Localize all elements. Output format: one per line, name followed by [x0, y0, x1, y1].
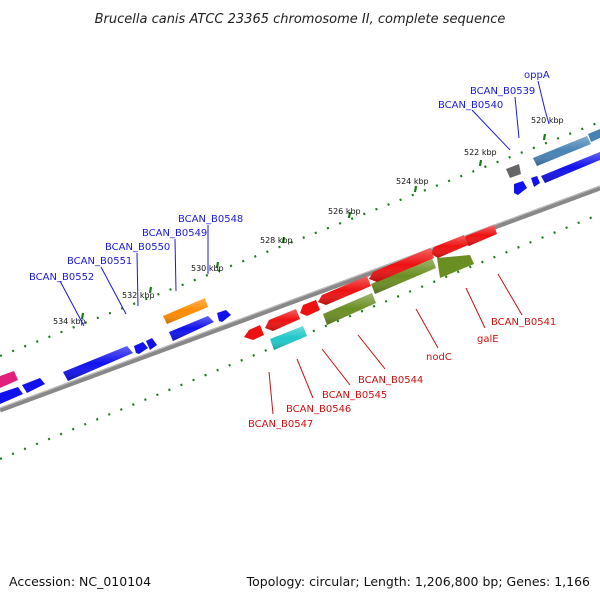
tick-label: 522 kbp — [464, 148, 497, 157]
label-BCAN_B0552: BCAN_B0552 — [29, 272, 94, 283]
summary-text: Topology: circular; Length: 1,206,800 bp… — [246, 574, 590, 589]
reverse-callout-lines — [268, 273, 523, 415]
backbone — [0, 185, 600, 413]
gene-small-blue — [531, 176, 540, 187]
label-BCAN_B0540: BCAN_B0540 — [438, 100, 503, 111]
gene-BCAN_B0547 — [244, 325, 264, 340]
reverse-labels: BCAN_B0541 galE nodC BCAN_B0544 BCAN_B05… — [248, 317, 556, 430]
label-BCAN_B0551: BCAN_B0551 — [67, 256, 132, 267]
forward-genes — [0, 129, 600, 404]
label-BCAN_B0539: BCAN_B0539 — [470, 86, 535, 97]
label-BCAN_B0546: BCAN_B0546 — [286, 404, 351, 415]
accession-text: Accession: NC_010104 — [9, 574, 151, 589]
map-title: Brucella canis ATCC 23365 chromosome II,… — [95, 12, 506, 27]
gene-blue-left-b — [0, 387, 23, 404]
gene-small-blue-532b — [146, 338, 157, 350]
gene-small-blue-532a — [134, 342, 148, 354]
tick-label: 520 kbp — [531, 116, 564, 125]
label-BCAN_B0545: BCAN_B0545 — [322, 390, 387, 401]
label-BCAN_B0544: BCAN_B0544 — [358, 375, 423, 386]
label-galE: galE — [477, 334, 499, 345]
reverse-genes — [244, 225, 497, 350]
tick-label: 534 kbp — [53, 317, 86, 326]
gene-steelblue-right — [588, 129, 600, 142]
forward-callout-lines — [59, 80, 550, 327]
gene-blue-left-a — [22, 378, 45, 393]
tick-label: 526 kbp — [328, 207, 361, 216]
gene-BCAN_B0548 — [217, 310, 231, 322]
label-BCAN_B0549: BCAN_B0549 — [142, 228, 207, 239]
label-nodC: nodC — [426, 352, 452, 363]
tick-label: 524 kbp — [396, 177, 429, 186]
gene-galE — [437, 255, 474, 278]
gene-small-red — [300, 300, 320, 316]
forward-labels: oppA BCAN_B0539 BCAN_B0540 BCAN_B0548 BC… — [29, 70, 550, 283]
label-BCAN_B0548: BCAN_B0548 — [178, 214, 243, 225]
tick-label: 532 kbp — [122, 291, 155, 300]
tick-label: 528 kbp — [260, 236, 293, 245]
tick-labels: 520 kbp 522 kbp 524 kbp 526 kbp 528 kbp … — [53, 116, 564, 326]
gene-pink-left — [0, 371, 18, 388]
major-ticks — [80, 133, 547, 320]
backbone-highlight — [0, 185, 600, 409]
gene-BCAN_B0540 — [514, 181, 527, 195]
label-BCAN_B0547: BCAN_B0547 — [248, 419, 313, 430]
label-oppA: oppA — [524, 70, 550, 81]
label-BCAN_B0550: BCAN_B0550 — [105, 242, 170, 253]
label-BCAN_B0541: BCAN_B0541 — [491, 317, 556, 328]
tick-label: 530 kbp — [191, 264, 224, 273]
gene-BCAN_B0539 — [506, 164, 521, 178]
